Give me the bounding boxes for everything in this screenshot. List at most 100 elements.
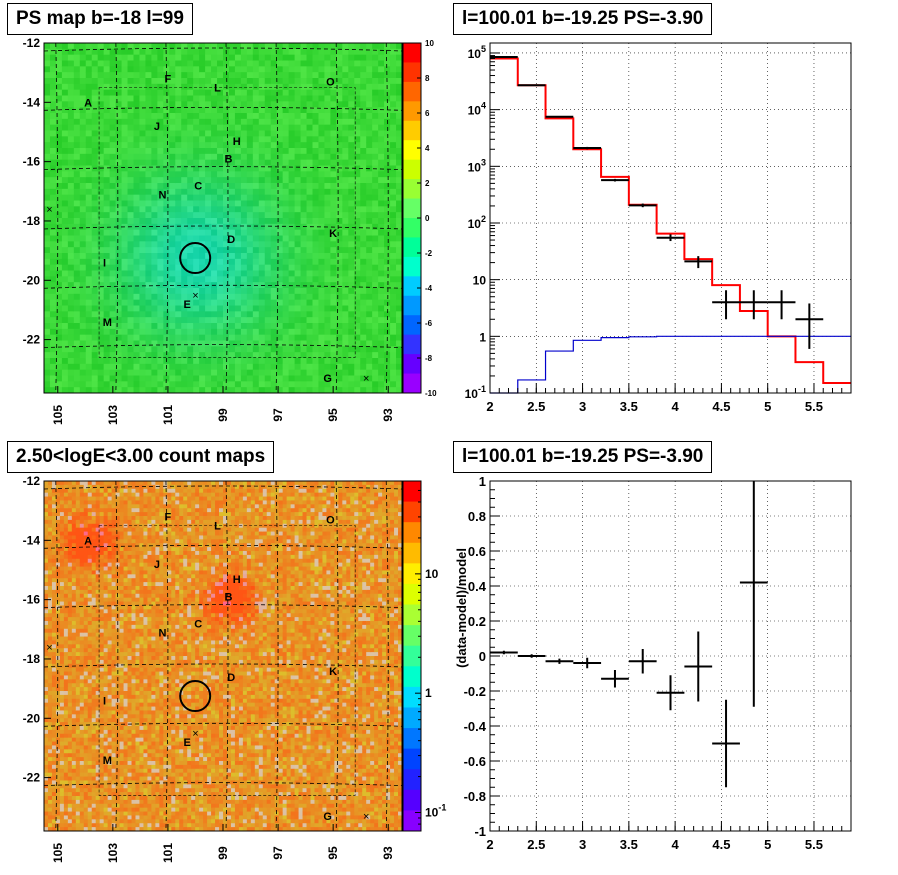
y-tick-label: 10	[473, 274, 487, 288]
colorbar-band	[403, 101, 421, 121]
colorbar-tick-label: 8	[425, 74, 430, 83]
data-point	[518, 85, 546, 86]
colorbar-band	[403, 237, 421, 257]
colorbar-tick-label: -10	[425, 389, 437, 398]
y-tick-label: 10-1	[465, 384, 486, 401]
source-label-d: D	[227, 672, 235, 684]
y-tick-label: -14	[23, 533, 41, 547]
y-tick-label: 1	[479, 330, 486, 344]
y-tick-label: -0.8	[464, 789, 486, 804]
cross-marker: ×	[46, 204, 52, 216]
colorbar-tick-label: 0	[425, 214, 430, 223]
source-label-o: O	[326, 515, 335, 527]
source-label-j: J	[154, 559, 160, 571]
x-tick-label: 4.5	[712, 837, 730, 852]
spectrum-frame	[490, 43, 851, 393]
x-tick-label: 4.5	[712, 399, 730, 414]
y-tick-label: -1	[474, 824, 486, 839]
x-tick-label: 4	[672, 837, 680, 852]
source-label-g: G	[323, 811, 332, 823]
colorbar-tick-label: 10-1	[425, 803, 446, 820]
y-tick-label: -14	[23, 95, 41, 109]
y-tick-label: 102	[468, 214, 486, 231]
source-label-c: C	[194, 180, 202, 192]
residual-point	[740, 481, 768, 707]
source-label-h: H	[233, 136, 241, 148]
colorbar-tick-label: -2	[425, 249, 433, 258]
y-tick-label: -22	[23, 771, 41, 785]
y-tick-label: -18	[23, 214, 41, 228]
source-label-i: I	[103, 257, 106, 269]
y-tick-label: 0.8	[468, 509, 486, 524]
colorbar-band	[403, 121, 421, 141]
y-tick-label: -0.2	[464, 684, 486, 699]
x-tick-label: 105	[51, 405, 65, 425]
data-point	[684, 256, 712, 268]
source-label-f: F	[165, 74, 172, 86]
colorbar-band	[403, 354, 421, 374]
x-tick-label: 93	[381, 846, 395, 860]
source-label-k: K	[329, 666, 337, 678]
data-point	[490, 57, 518, 58]
source-label-m: M	[103, 755, 112, 767]
cross-marker: ×	[192, 290, 198, 302]
data-point	[795, 303, 823, 348]
y-tick-label: -12	[23, 36, 41, 50]
cross-marker: ×	[46, 642, 52, 654]
residual-point	[601, 670, 629, 688]
source-label-c: C	[194, 618, 202, 630]
y-tick-label: 104	[468, 101, 486, 118]
colorbar-band	[403, 543, 421, 564]
data-point	[657, 234, 685, 241]
count-map-plot: A F L O J HB C N D K I E M G × × ×	[44, 481, 403, 832]
count-map-title: 2.50<logE<3.00 count maps	[7, 441, 274, 473]
residual-point	[518, 654, 546, 658]
x-tick-label: 97	[271, 408, 285, 422]
cross-marker: ×	[192, 728, 198, 740]
y-tick-label: -0.4	[464, 719, 487, 734]
colorbar-tick-label: 6	[425, 109, 430, 118]
colorbar-band	[403, 769, 421, 790]
colorbar-tick-label: -4	[425, 284, 433, 293]
source-label-d: D	[227, 234, 235, 246]
colorbar-band	[403, 257, 421, 277]
colorbar-tick-label: 10	[425, 39, 434, 48]
colorbar-band	[403, 82, 421, 102]
colorbar-band	[403, 584, 421, 605]
residuals-ylabel: (data-model)/model	[454, 548, 469, 668]
colorbar-band	[403, 625, 421, 646]
ps-map-title: PS map b=-18 l=99	[7, 3, 193, 35]
colorbar-band	[403, 140, 421, 160]
y-tick-label: -20	[23, 711, 41, 725]
source-label-n: N	[158, 627, 166, 639]
background-step-line	[490, 336, 851, 393]
colorbar-band	[403, 296, 421, 316]
source-label-i: I	[103, 695, 106, 707]
x-tick-label: 99	[216, 408, 230, 422]
colorbar-band	[403, 276, 421, 296]
colorbar-band	[403, 728, 421, 749]
data-point	[546, 116, 574, 117]
data-point	[768, 290, 796, 319]
y-tick-label: 0.6	[468, 544, 486, 559]
data-point	[712, 290, 740, 319]
x-tick-label: 2	[486, 399, 493, 414]
colorbar-band	[403, 646, 421, 667]
colorbar-band	[403, 218, 421, 238]
colorbar-band	[403, 179, 421, 199]
x-tick-label: 5	[764, 837, 771, 852]
y-tick-label: -22	[23, 333, 41, 347]
model-step-line	[490, 58, 851, 383]
colorbar-band	[403, 315, 421, 335]
source-label-a: A	[84, 535, 92, 547]
x-tick-label: 97	[271, 846, 285, 860]
y-tick-label: -16	[23, 593, 41, 607]
x-tick-label: 105	[51, 843, 65, 863]
x-tick-label: 5.5	[805, 837, 823, 852]
residual-point	[629, 649, 657, 674]
x-tick-label: 95	[326, 846, 340, 860]
source-label-k: K	[329, 228, 337, 240]
x-tick-label: 3.5	[620, 837, 638, 852]
source-label-b: B	[225, 154, 233, 166]
source-label-j: J	[154, 121, 160, 133]
